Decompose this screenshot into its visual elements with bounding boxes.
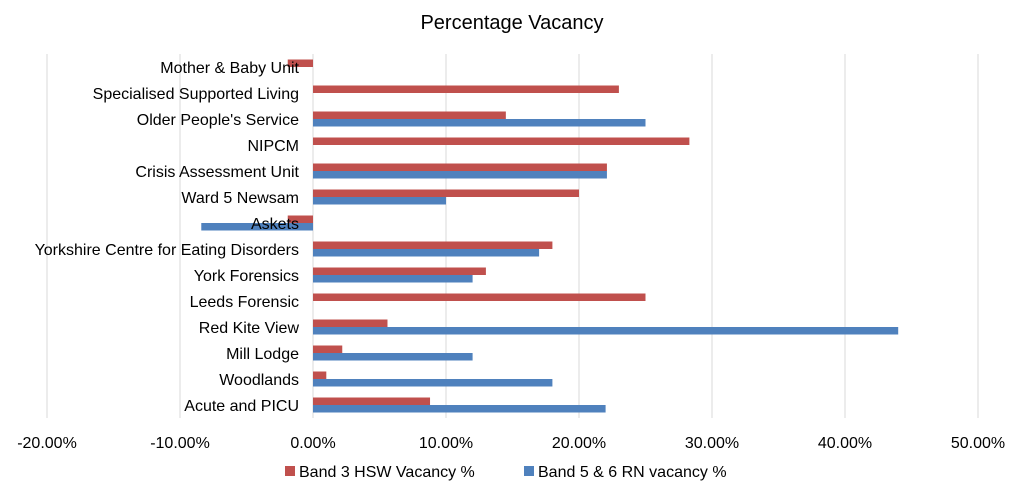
bar-band56: [313, 119, 646, 127]
category-label: Woodlands: [219, 372, 299, 389]
legend-swatch-band3: [285, 466, 295, 476]
category-label: Crisis Assessment Unit: [135, 164, 299, 181]
bar-band3: [313, 241, 553, 249]
bar-band3: [313, 293, 646, 301]
x-tick-label: 20.00%: [552, 435, 606, 452]
gridlines: [46, 54, 979, 418]
bar-band56: [201, 223, 313, 231]
category-label: Red Kite View: [199, 320, 300, 337]
bar-band56: [313, 249, 540, 257]
bar-band3: [313, 163, 607, 171]
category-label: Specialised Supported Living: [93, 86, 299, 103]
bar-band3: [313, 319, 388, 327]
bar-band56: [313, 197, 446, 205]
category-label: NIPCM: [247, 138, 299, 155]
category-label: Yorkshire Centre for Eating Disorders: [35, 242, 299, 259]
bar-band56: [313, 405, 606, 413]
bar-band3: [313, 345, 343, 353]
category-label: York Forensics: [194, 268, 299, 285]
legend-swatch-band56: [524, 466, 534, 476]
x-tick-label: 0.00%: [290, 435, 335, 452]
bar-band3: [313, 111, 506, 119]
legend-label-band3: Band 3 HSW Vacancy %: [299, 464, 475, 481]
category-label: Older People's Service: [137, 112, 299, 129]
category-label: Acute and PICU: [184, 398, 299, 415]
bars: [201, 59, 899, 413]
legend-label-band56: Band 5 & 6 RN vacancy %: [538, 464, 727, 481]
category-label: Ward 5 Newsam: [181, 190, 299, 207]
x-axis-tick-labels: -20.00% -10.00% 0.00% 10.00% 20.00% 30.00% 40.…: [17, 435, 1005, 452]
category-label: Askets: [251, 216, 299, 233]
bar-band56: [313, 327, 899, 335]
x-tick-label: 40.00%: [818, 435, 872, 452]
bar-band56: [313, 353, 473, 361]
x-tick-label: -10.00%: [150, 435, 210, 452]
bar-band3: [313, 189, 579, 197]
bar-band3: [313, 397, 431, 405]
bar-band3: [313, 371, 327, 379]
category-labels: Mother & Baby Unit Specialised Supported …: [35, 60, 300, 415]
bar-band56: [313, 275, 473, 283]
bar-band3: [313, 137, 690, 145]
bar-band56: [313, 171, 607, 179]
bar-band56: [313, 379, 553, 387]
x-tick-label: -20.00%: [17, 435, 77, 452]
bar-band3: [287, 59, 313, 67]
x-tick-label: 30.00%: [685, 435, 739, 452]
bar-band3: [313, 85, 619, 93]
bar-band3: [313, 267, 486, 275]
x-tick-label: 10.00%: [419, 435, 473, 452]
legend: Band 3 HSW Vacancy % Band 5 & 6 RN vacan…: [285, 464, 727, 481]
bar-band3: [287, 215, 313, 223]
category-label: Mill Lodge: [226, 346, 299, 363]
category-label: Leeds Forensic: [190, 294, 299, 311]
category-label: Mother & Baby Unit: [160, 60, 299, 77]
x-tick-label: 50.00%: [951, 435, 1005, 452]
chart-title: Percentage Vacancy: [420, 12, 603, 34]
